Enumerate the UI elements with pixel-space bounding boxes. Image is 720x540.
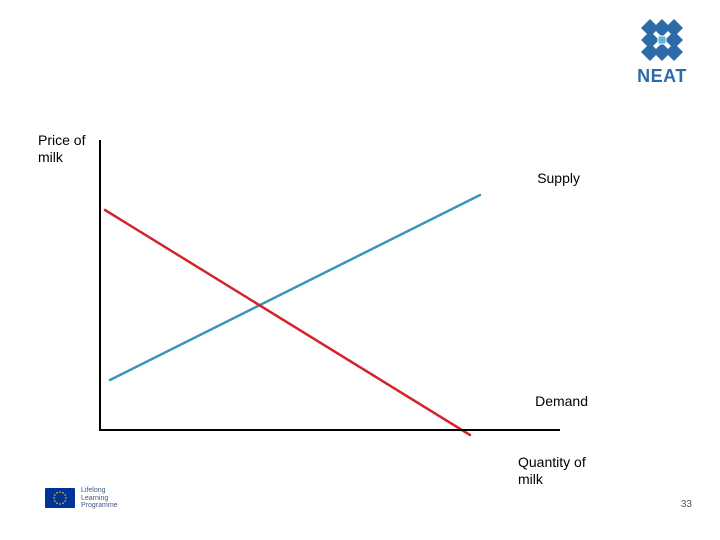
chart-canvas [90,140,570,440]
demand-series-label: Demand [535,393,588,410]
eu-flag-icon [45,488,75,508]
supply-demand-chart: Price of milk Supply Demand Quantity of … [90,140,570,440]
neat-logo-icon [634,18,690,62]
brand-logo-block: NEAT [634,18,690,87]
x-axis-label: Quantity of milk [518,454,608,488]
page-number: 33 [681,499,692,510]
eu-programme-text: Lifelong Learning Programme [81,487,118,510]
slide: NEAT Price of milk Supply Demand Quantit… [0,0,720,540]
eu-text-line-2: Learning [81,495,118,503]
supply-series-label: Supply [537,170,580,187]
eu-text-line-3: Programme [81,502,118,510]
y-axis-label: Price of milk [38,132,98,166]
brand-name: NEAT [634,66,690,87]
eu-text-line-1: Lifelong [81,487,118,495]
eu-programme-block: Lifelong Learning Programme [45,487,118,510]
